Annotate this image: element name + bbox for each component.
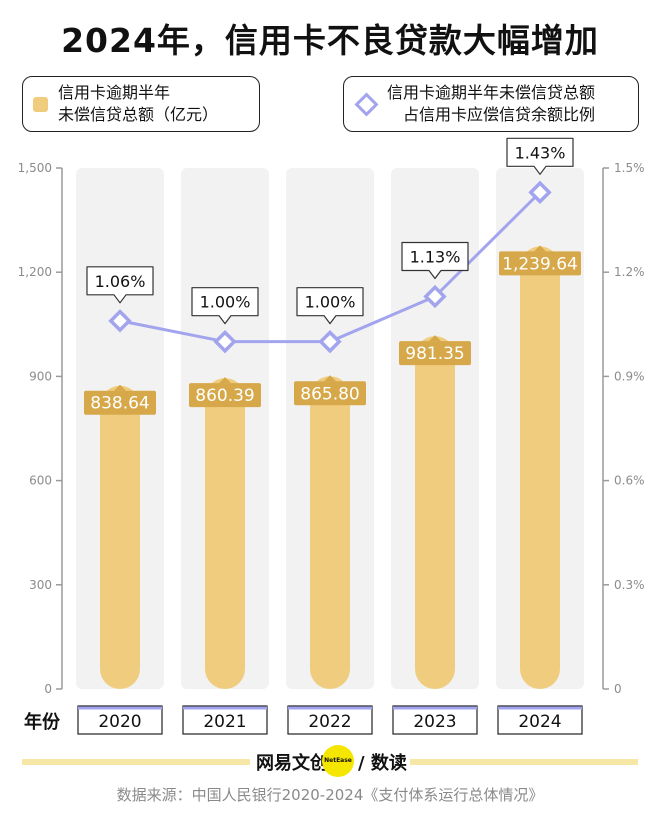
left-tick-label: 300	[29, 578, 52, 592]
brand-footer: 网易文创 NetEase / 数读	[0, 745, 660, 777]
left-tick-label: 600	[29, 474, 52, 488]
year-label-box	[287, 705, 373, 735]
right-tick-label: 0.9%	[614, 369, 645, 383]
bar-value-label: 860.39	[195, 386, 254, 406]
left-tick-label: 1,500	[18, 161, 52, 175]
bar	[100, 385, 140, 689]
chart-title: 2024年，信用卡不良贷款大幅增加	[61, 21, 599, 60]
bar-value-label: 865.80	[300, 384, 359, 404]
bar-value-label: 838.64	[90, 394, 149, 414]
legend-bars-text: 信用卡逾期半年 未偿信贷总额（亿元）	[58, 82, 218, 126]
line-point-marker	[423, 284, 447, 309]
legend-line-line2: 占信用卡应偿信贷余额比例	[403, 105, 596, 124]
legend-bars-line1: 信用卡逾期半年	[58, 83, 171, 102]
legend-bars-line2: 未偿信贷总额（亿元）	[58, 105, 219, 124]
line-value-label: 1.00%	[200, 293, 251, 312]
brand-left-text: 网易文创	[256, 753, 328, 774]
bar-label-box	[189, 383, 261, 408]
year-label: 2024	[518, 712, 561, 732]
bar-value-label: 981.35	[405, 344, 464, 364]
right-tick-label: 0	[614, 682, 622, 696]
right-tick-label: 1.2%	[614, 265, 645, 279]
year-label-box	[77, 705, 163, 735]
line-label-callout	[191, 287, 259, 325]
legend-line: 信用卡逾期半年未偿信贷总额 占信用卡应偿信贷余额比例	[343, 76, 639, 132]
year-label: 2022	[308, 712, 351, 732]
line-point-marker	[528, 180, 552, 204]
bar-swatch-icon	[33, 96, 48, 112]
x-axis-title: 年份	[24, 711, 61, 733]
line-label-callout	[86, 266, 154, 304]
year-label: 2021	[203, 712, 246, 732]
legend-bars: 信用卡逾期半年 未偿信贷总额（亿元）	[22, 76, 260, 132]
bar	[520, 246, 560, 689]
year-label-box	[392, 705, 478, 735]
bar	[205, 378, 245, 689]
bar-label-pointer	[429, 335, 441, 342]
bar-label-pointer	[114, 384, 126, 391]
line-point-marker	[108, 309, 132, 333]
left-tick-label: 0	[44, 682, 52, 696]
bar-label-pointer	[219, 377, 231, 384]
line-label-callout	[296, 287, 364, 325]
bar-label-pointer	[324, 375, 336, 382]
line-point-marker	[213, 329, 237, 354]
year-label-box	[497, 705, 583, 735]
legend-line-line1: 信用卡逾期半年未偿信贷总额	[387, 83, 596, 102]
line-value-label: 1.13%	[410, 248, 461, 267]
bar-label-box	[499, 251, 581, 276]
year-label: 2023	[413, 712, 456, 732]
right-tick-label: 0.6%	[614, 474, 645, 488]
left-tick-label: 1,200	[18, 265, 52, 279]
bar-label-box	[294, 381, 366, 406]
left-tick-label: 900	[29, 369, 52, 383]
line-label-callout	[401, 241, 469, 280]
brand-right-text: / 数读	[358, 753, 407, 774]
year-label: 2020	[98, 712, 141, 732]
brand-divider-left	[22, 759, 250, 765]
bar-value-label: 1,239.64	[502, 254, 578, 274]
line-point-marker	[318, 329, 342, 354]
line-value-label: 1.00%	[305, 293, 356, 312]
right-tick-label: 0.3%	[614, 578, 645, 592]
bar	[310, 376, 350, 689]
line-value-label: 1.43%	[515, 143, 566, 162]
legend-line-text: 信用卡逾期半年未偿信贷总额 占信用卡应偿信贷余额比例	[387, 82, 595, 126]
bar-label-box	[84, 390, 156, 415]
bar	[415, 336, 455, 689]
year-label-box	[182, 705, 268, 735]
source-note: 数据来源：中国人民银行2020-2024《支付体系运行总体情况》	[116, 786, 544, 804]
right-tick-label: 1.5%	[614, 161, 645, 175]
brand-divider-right	[410, 759, 638, 765]
line-label-callout	[506, 137, 574, 175]
chart-svg: 0 300 600 900 1,200 1,500 0 0.3% 0.6% 0.9% 1.2% 1.5…	[18, 137, 645, 735]
bar-label-box	[399, 341, 471, 366]
netease-logo-icon: NetEase	[322, 745, 354, 777]
line-value-label: 1.06%	[95, 272, 146, 291]
bar-label-pointer	[534, 245, 546, 252]
